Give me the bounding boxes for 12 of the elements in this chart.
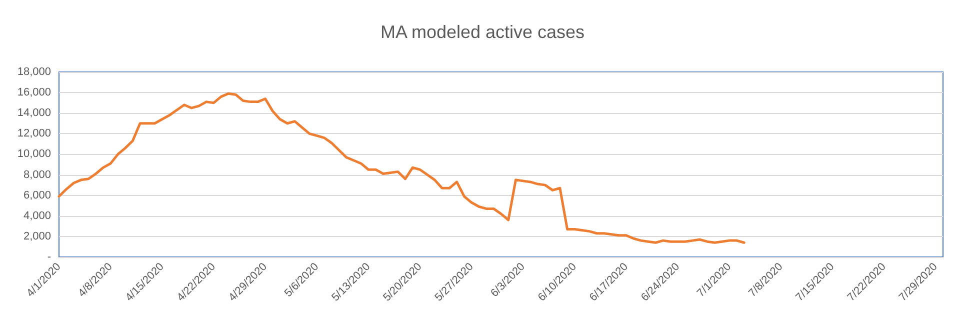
y-tick-label: 4,000 bbox=[23, 210, 51, 222]
chart-title: MA modeled active cases bbox=[380, 22, 585, 42]
y-tick-label: 18,000 bbox=[17, 66, 51, 78]
y-tick-label: 14,000 bbox=[17, 107, 51, 120]
y-tick-label: - bbox=[47, 251, 52, 263]
line-series bbox=[58, 92, 746, 244]
y-tick-label: 10,000 bbox=[17, 148, 51, 160]
y-tick-label: 12,000 bbox=[17, 128, 51, 140]
y-tick-label: 8,000 bbox=[23, 168, 51, 181]
y-tick-label: 2,000 bbox=[23, 230, 51, 242]
y-tick-label: 6,000 bbox=[23, 189, 51, 202]
y-tick-label: 16,000 bbox=[17, 86, 51, 99]
